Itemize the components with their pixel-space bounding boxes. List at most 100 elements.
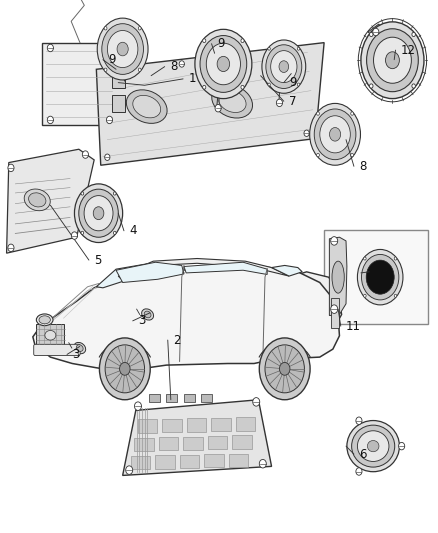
Text: 8: 8 — [170, 60, 177, 73]
Circle shape — [74, 184, 123, 243]
Bar — [208, 436, 227, 449]
Circle shape — [370, 84, 373, 88]
Bar — [155, 455, 175, 469]
Circle shape — [364, 257, 366, 260]
Circle shape — [79, 189, 118, 237]
Circle shape — [317, 154, 319, 157]
Circle shape — [138, 27, 141, 30]
Ellipse shape — [76, 345, 83, 351]
Bar — [159, 437, 178, 450]
Circle shape — [71, 232, 78, 239]
Circle shape — [105, 345, 145, 393]
Bar — [232, 435, 252, 449]
Text: 11: 11 — [346, 320, 361, 333]
Polygon shape — [96, 263, 184, 288]
Circle shape — [385, 52, 399, 69]
Bar — [204, 454, 224, 467]
Bar — [229, 454, 248, 467]
Text: 1: 1 — [188, 72, 196, 85]
Circle shape — [351, 112, 353, 115]
Circle shape — [47, 44, 53, 52]
Circle shape — [126, 466, 133, 474]
Circle shape — [195, 29, 252, 99]
Text: 6: 6 — [359, 448, 367, 461]
Polygon shape — [184, 262, 267, 274]
Circle shape — [259, 338, 310, 400]
Bar — [211, 418, 231, 431]
Circle shape — [241, 39, 244, 43]
Circle shape — [271, 51, 297, 83]
Bar — [184, 394, 195, 402]
Circle shape — [351, 154, 353, 157]
Ellipse shape — [144, 311, 151, 318]
Circle shape — [99, 338, 150, 400]
Bar — [149, 394, 160, 402]
Circle shape — [361, 254, 399, 300]
Circle shape — [297, 47, 300, 50]
Circle shape — [81, 231, 84, 235]
Bar — [201, 394, 212, 402]
Circle shape — [364, 294, 366, 297]
Circle shape — [93, 207, 104, 220]
Text: 4: 4 — [129, 224, 137, 237]
Ellipse shape — [24, 189, 50, 211]
Circle shape — [279, 61, 289, 72]
Circle shape — [203, 85, 206, 89]
Circle shape — [276, 99, 283, 107]
Text: 3: 3 — [138, 314, 145, 327]
Circle shape — [102, 23, 144, 75]
Circle shape — [310, 103, 360, 165]
Bar — [236, 417, 255, 431]
Circle shape — [8, 244, 14, 252]
Circle shape — [97, 18, 148, 80]
Circle shape — [361, 22, 424, 99]
Circle shape — [107, 30, 138, 68]
Circle shape — [120, 362, 130, 375]
Polygon shape — [272, 265, 302, 276]
Bar — [112, 71, 125, 88]
Ellipse shape — [332, 261, 344, 293]
Ellipse shape — [218, 90, 246, 112]
Bar — [187, 418, 206, 432]
Circle shape — [375, 271, 385, 283]
Text: 12: 12 — [401, 44, 416, 56]
Ellipse shape — [357, 431, 389, 462]
Bar — [131, 456, 150, 469]
Text: 5: 5 — [94, 254, 102, 266]
Polygon shape — [33, 266, 339, 370]
Circle shape — [356, 417, 362, 424]
Circle shape — [331, 237, 338, 245]
Text: 9: 9 — [289, 76, 297, 89]
Circle shape — [265, 345, 304, 393]
Circle shape — [320, 116, 350, 153]
Circle shape — [374, 37, 411, 83]
Circle shape — [366, 260, 394, 294]
Circle shape — [206, 43, 240, 85]
Ellipse shape — [352, 425, 395, 467]
Text: 8: 8 — [359, 160, 367, 173]
Polygon shape — [96, 43, 324, 165]
Text: 2: 2 — [173, 334, 180, 346]
Circle shape — [81, 192, 84, 195]
Ellipse shape — [39, 316, 50, 324]
Circle shape — [370, 33, 373, 37]
Ellipse shape — [347, 421, 399, 472]
Bar — [166, 394, 177, 402]
Ellipse shape — [28, 193, 46, 207]
Bar — [183, 437, 203, 450]
Bar — [180, 455, 199, 468]
Circle shape — [215, 104, 221, 112]
Circle shape — [47, 116, 53, 124]
Text: 10: 10 — [374, 265, 389, 278]
Circle shape — [104, 27, 107, 30]
Bar — [162, 419, 182, 432]
Bar — [112, 95, 125, 112]
Circle shape — [105, 154, 110, 160]
Circle shape — [138, 68, 141, 71]
Circle shape — [356, 468, 362, 475]
Circle shape — [268, 83, 270, 86]
Ellipse shape — [126, 90, 167, 123]
FancyBboxPatch shape — [42, 43, 118, 125]
Circle shape — [331, 305, 338, 313]
Polygon shape — [368, 24, 383, 40]
